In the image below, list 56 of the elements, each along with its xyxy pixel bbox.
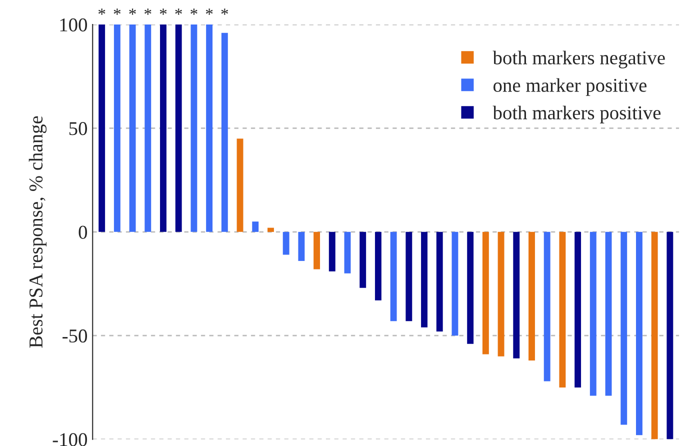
bar xyxy=(513,232,520,358)
bar xyxy=(344,232,351,274)
legend-label: both markers positive xyxy=(492,106,661,124)
bar xyxy=(636,232,642,436)
legend-label: one marker positive xyxy=(493,78,646,96)
bar xyxy=(406,232,412,322)
y-tick-label: -100 xyxy=(52,433,88,446)
bar xyxy=(175,24,182,232)
bar xyxy=(666,232,674,440)
bar xyxy=(467,232,474,344)
text: * xyxy=(160,8,167,15)
text: * xyxy=(175,8,182,15)
bar xyxy=(559,232,566,388)
bar xyxy=(452,232,458,336)
bar xyxy=(528,232,535,360)
text: * xyxy=(129,8,136,15)
text: * xyxy=(144,8,152,15)
bar xyxy=(298,232,305,261)
bar xyxy=(436,232,443,332)
bar xyxy=(129,24,136,232)
bar xyxy=(206,24,213,232)
bar xyxy=(98,24,106,232)
bar xyxy=(267,228,274,232)
bar xyxy=(252,222,259,232)
bar xyxy=(574,232,582,388)
bar xyxy=(160,24,166,232)
bar xyxy=(390,232,397,322)
bar xyxy=(221,32,228,232)
y-axis-title: Best PSA response, % change xyxy=(28,116,47,348)
bar xyxy=(482,232,489,354)
bar xyxy=(314,232,320,270)
y-tick-label: -50 xyxy=(62,329,88,343)
text: * xyxy=(190,8,198,15)
y-tick-label: 100 xyxy=(60,18,88,32)
y-tick-label: 0 xyxy=(78,226,88,239)
bar xyxy=(328,232,336,272)
bar xyxy=(498,232,504,356)
bar xyxy=(544,232,550,382)
bar xyxy=(421,232,428,328)
bar xyxy=(282,232,290,255)
text: * xyxy=(206,8,213,15)
text: * xyxy=(114,8,121,15)
bar xyxy=(360,232,366,288)
y-tick-label: 50 xyxy=(69,122,88,136)
bar xyxy=(190,24,198,232)
bar xyxy=(236,138,244,232)
bar xyxy=(605,232,612,396)
text: * xyxy=(221,8,228,15)
bar xyxy=(590,232,596,396)
text: * xyxy=(98,8,106,15)
bar xyxy=(114,24,120,232)
bar xyxy=(144,24,152,232)
bar xyxy=(374,232,382,300)
bar xyxy=(651,232,658,440)
bar xyxy=(620,232,628,425)
legend-label: both markers negative xyxy=(492,50,665,68)
